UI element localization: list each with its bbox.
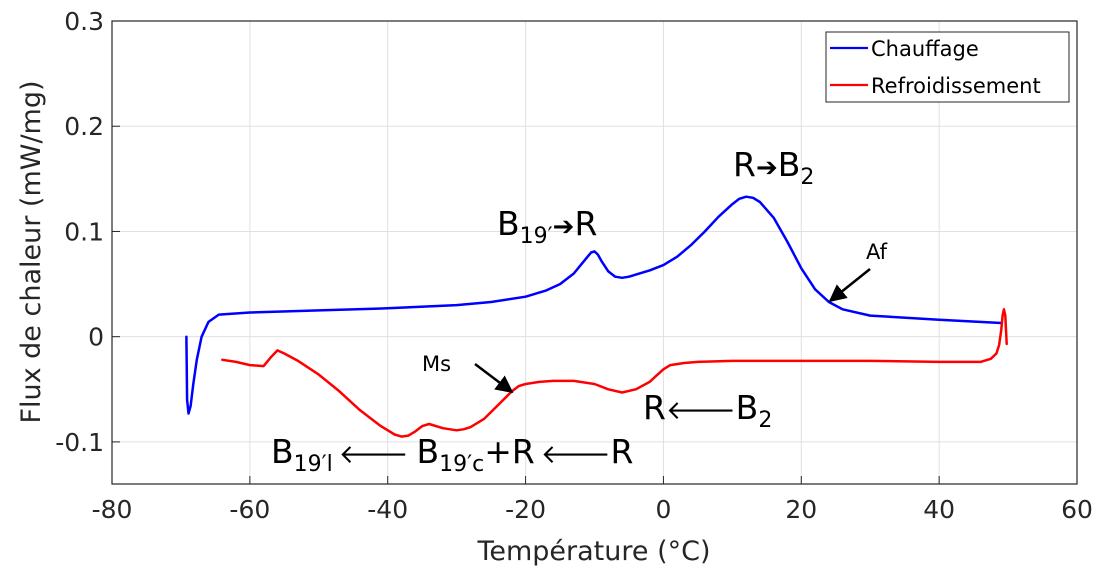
- annotation-ms: Ms: [422, 352, 451, 376]
- annotation-r-from-b2: R🡐B2: [643, 388, 772, 433]
- x-tick-label: 0: [655, 495, 671, 524]
- y-tick-label: 0: [88, 323, 104, 352]
- annotation-af: Af: [866, 240, 888, 264]
- series-line-chauffage: [185, 195, 1003, 415]
- annotation-b19-to-r: B19′➔R: [497, 204, 597, 249]
- plot-frame: [111, 20, 1078, 485]
- y-tick-label: 0.1: [64, 217, 104, 246]
- x-tick-label: 40: [923, 495, 955, 524]
- y-tick-label: 0.2: [64, 112, 104, 141]
- x-axis-title: Température (°C): [476, 536, 710, 567]
- annotation-b19l-chain: B19′l 🡐 B19′c+R 🡐R: [271, 432, 633, 477]
- legend-label-refroidissement: Refroidissement: [871, 74, 1041, 98]
- series-line-refroidissement: [221, 308, 1008, 438]
- legend-label-chauffage: Chauffage: [871, 37, 979, 61]
- x-tick-label: 20: [785, 495, 817, 524]
- annotation-r-to-b2: R➔B2: [733, 145, 814, 190]
- x-tick-label: -60: [229, 495, 270, 524]
- legend-box: [825, 31, 1070, 103]
- x-tick-label: -80: [92, 495, 133, 524]
- y-axis-title: Flux de chaleur (mW/mg): [16, 80, 47, 423]
- series-group: [185, 195, 1008, 438]
- legend: Chauffage Refroidissement: [825, 31, 1070, 103]
- y-tick-label: -0.1: [55, 428, 104, 457]
- annotation-ms-arrow: [474, 363, 514, 394]
- annotation-af-arrow: [828, 268, 871, 303]
- ticks: -80 -60 -40 -20 0 20 40 60 -0.1 0 0.1 0.2 0.3: [55, 7, 1093, 524]
- x-tick-label: -40: [367, 495, 408, 524]
- y-tick-label: 0.3: [64, 7, 104, 36]
- x-tick-label: -20: [505, 495, 546, 524]
- x-tick-label: 60: [1061, 495, 1093, 524]
